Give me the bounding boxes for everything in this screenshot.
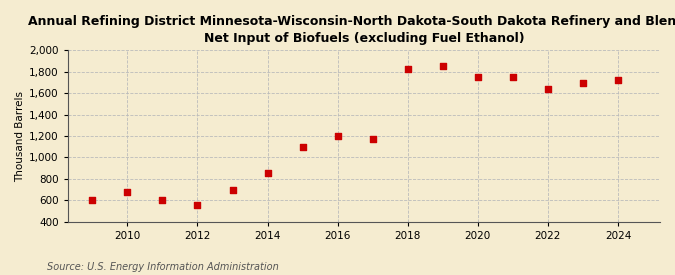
Point: [332, 134, 343, 138]
Point: [157, 198, 168, 202]
Point: [367, 136, 378, 141]
Point: [227, 187, 238, 192]
Point: [578, 81, 589, 85]
Point: [472, 75, 483, 79]
Text: Source: U.S. Energy Information Administration: Source: U.S. Energy Information Administ…: [47, 262, 279, 272]
Point: [508, 75, 518, 79]
Point: [262, 170, 273, 175]
Point: [87, 198, 98, 202]
Point: [192, 203, 203, 207]
Title: Annual Refining District Minnesota-Wisconsin-North Dakota-South Dakota Refinery : Annual Refining District Minnesota-Wisco…: [28, 15, 675, 45]
Point: [437, 63, 448, 68]
Point: [543, 87, 554, 91]
Y-axis label: Thousand Barrels: Thousand Barrels: [15, 90, 25, 182]
Point: [297, 145, 308, 149]
Point: [402, 67, 413, 71]
Point: [122, 190, 133, 194]
Point: [612, 78, 623, 82]
